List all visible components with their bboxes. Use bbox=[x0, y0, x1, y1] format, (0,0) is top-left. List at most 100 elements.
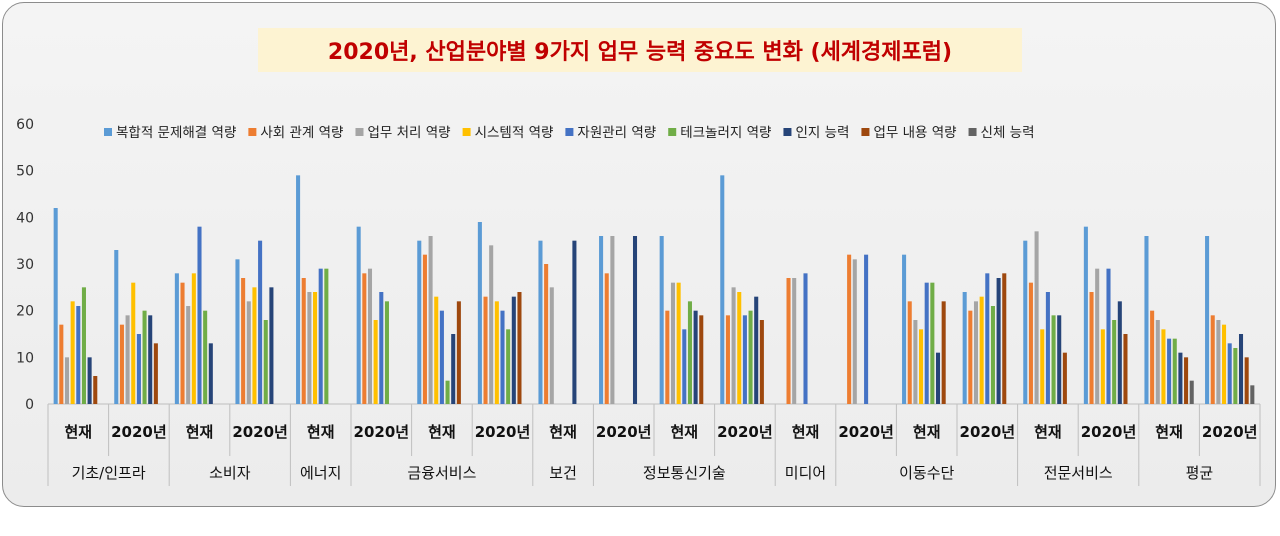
bar bbox=[258, 240, 263, 404]
legend-label: 시스템적 역량 bbox=[475, 125, 554, 141]
legend-label: 업무 처리 역량 bbox=[367, 125, 450, 141]
bar bbox=[930, 282, 935, 404]
bar bbox=[1117, 301, 1122, 404]
bar bbox=[1150, 310, 1155, 404]
bar bbox=[53, 208, 58, 404]
bar bbox=[979, 296, 984, 404]
bar bbox=[93, 376, 98, 404]
bar bbox=[544, 264, 549, 404]
bar bbox=[379, 292, 384, 404]
category-label: 현재 bbox=[670, 423, 698, 441]
bar bbox=[1040, 329, 1045, 404]
bar bbox=[996, 278, 1001, 404]
legend-swatch bbox=[668, 128, 677, 136]
bar bbox=[1244, 357, 1249, 404]
bar bbox=[517, 292, 522, 404]
category-label: 2020년 bbox=[960, 423, 1016, 441]
legend-swatch bbox=[104, 128, 112, 136]
bar bbox=[252, 287, 257, 404]
bar bbox=[693, 310, 698, 404]
bar bbox=[572, 240, 577, 404]
bar bbox=[935, 352, 941, 404]
bar bbox=[610, 236, 615, 404]
bar bbox=[1184, 357, 1189, 404]
bar bbox=[428, 236, 433, 404]
bar bbox=[208, 343, 213, 404]
bar bbox=[786, 278, 791, 404]
group-label: 소비자 bbox=[209, 464, 251, 482]
bar bbox=[1222, 324, 1227, 404]
legend-swatch bbox=[355, 128, 364, 136]
bar bbox=[1161, 329, 1166, 404]
bar bbox=[754, 296, 759, 404]
bar bbox=[148, 315, 153, 404]
bar bbox=[1100, 329, 1105, 404]
legend-label: 인지 능력 bbox=[795, 125, 849, 141]
bar bbox=[725, 315, 730, 404]
bar bbox=[731, 287, 736, 404]
bar bbox=[1144, 236, 1149, 404]
group-label: 이동수단 bbox=[899, 464, 954, 482]
category-label: 현재 bbox=[549, 423, 577, 441]
bar bbox=[670, 282, 676, 404]
bar bbox=[737, 292, 742, 404]
bar bbox=[1034, 231, 1039, 404]
bar bbox=[373, 320, 378, 404]
bar bbox=[203, 310, 208, 404]
category-label: 현재 bbox=[1155, 423, 1183, 441]
bar bbox=[604, 273, 609, 404]
bar bbox=[362, 273, 367, 404]
bar bbox=[451, 334, 456, 404]
y-tick-label: 20 bbox=[16, 304, 34, 320]
category-label: 2020년 bbox=[354, 423, 410, 441]
bar bbox=[307, 292, 312, 404]
bar bbox=[682, 329, 687, 404]
bar bbox=[1089, 292, 1094, 404]
bar bbox=[549, 287, 554, 404]
bar bbox=[847, 254, 852, 404]
bar bbox=[1189, 380, 1194, 404]
bar bbox=[720, 175, 725, 404]
bar bbox=[356, 226, 361, 404]
bar bbox=[759, 320, 764, 404]
bar bbox=[439, 310, 444, 404]
bar bbox=[1112, 320, 1117, 404]
legend-label: 신체 능력 bbox=[981, 125, 1035, 141]
bar bbox=[1172, 338, 1177, 404]
bar bbox=[1167, 338, 1172, 404]
bar bbox=[1238, 334, 1244, 404]
bar bbox=[59, 324, 64, 404]
bar bbox=[506, 329, 511, 404]
legend-label: 자원관리 역량 bbox=[577, 125, 656, 141]
category-label: 현재 bbox=[1034, 423, 1062, 441]
bar bbox=[125, 315, 130, 404]
category-label: 2020년 bbox=[111, 423, 167, 441]
bar bbox=[1002, 273, 1007, 404]
legend-label: 복합적 문제해결 역량 bbox=[116, 125, 236, 141]
legend-swatch bbox=[565, 128, 574, 136]
bar bbox=[131, 282, 136, 404]
bar bbox=[968, 310, 973, 404]
chart-title: 2020년, 산업분야별 9가지 업무 능력 중요도 변화 (세계경제포럼) bbox=[327, 40, 953, 65]
bar bbox=[417, 240, 422, 404]
bar bbox=[456, 301, 461, 404]
bar bbox=[477, 222, 482, 404]
bar bbox=[64, 357, 70, 404]
legend-swatch bbox=[861, 128, 870, 136]
bar bbox=[803, 273, 808, 404]
bar bbox=[422, 254, 427, 404]
bar bbox=[1023, 240, 1028, 404]
bar bbox=[792, 278, 797, 404]
bar bbox=[687, 301, 692, 404]
bar bbox=[301, 278, 306, 404]
bar bbox=[235, 259, 240, 404]
bar bbox=[676, 282, 681, 404]
bar bbox=[907, 301, 912, 404]
bar bbox=[384, 301, 389, 404]
bar bbox=[941, 301, 946, 404]
category-label: 2020년 bbox=[596, 423, 652, 441]
bar bbox=[852, 259, 857, 404]
category-label: 2020년 bbox=[717, 423, 773, 441]
y-tick-label: 50 bbox=[16, 164, 34, 180]
group-label: 기초/인프라 bbox=[72, 464, 146, 482]
